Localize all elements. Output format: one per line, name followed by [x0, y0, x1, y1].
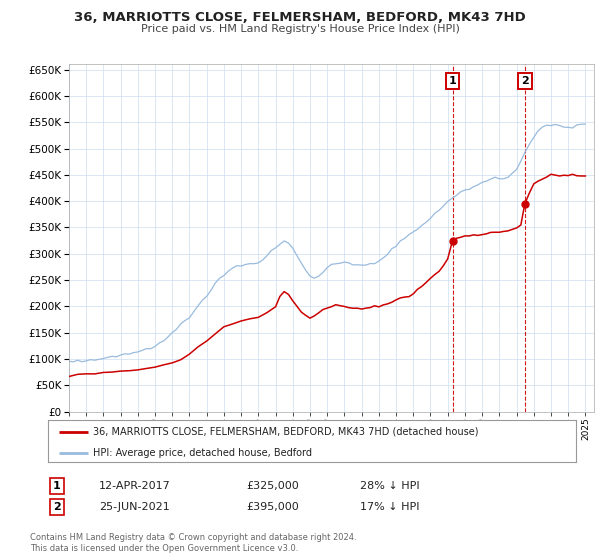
- Text: 12-APR-2017: 12-APR-2017: [99, 481, 171, 491]
- Text: 28% ↓ HPI: 28% ↓ HPI: [360, 481, 419, 491]
- Text: 2: 2: [53, 502, 61, 512]
- Text: This data is licensed under the Open Government Licence v3.0.: This data is licensed under the Open Gov…: [30, 544, 298, 553]
- Text: 36, MARRIOTTS CLOSE, FELMERSHAM, BEDFORD, MK43 7HD: 36, MARRIOTTS CLOSE, FELMERSHAM, BEDFORD…: [74, 11, 526, 24]
- Text: HPI: Average price, detached house, Bedford: HPI: Average price, detached house, Bedf…: [93, 448, 312, 458]
- Text: 2: 2: [521, 76, 529, 86]
- Text: 1: 1: [53, 481, 61, 491]
- Text: 36, MARRIOTTS CLOSE, FELMERSHAM, BEDFORD, MK43 7HD (detached house): 36, MARRIOTTS CLOSE, FELMERSHAM, BEDFORD…: [93, 427, 478, 437]
- Text: 1: 1: [449, 76, 457, 86]
- Text: £395,000: £395,000: [246, 502, 299, 512]
- Text: 25-JUN-2021: 25-JUN-2021: [99, 502, 170, 512]
- Text: 17% ↓ HPI: 17% ↓ HPI: [360, 502, 419, 512]
- Text: Price paid vs. HM Land Registry's House Price Index (HPI): Price paid vs. HM Land Registry's House …: [140, 24, 460, 34]
- Text: £325,000: £325,000: [246, 481, 299, 491]
- Text: Contains HM Land Registry data © Crown copyright and database right 2024.: Contains HM Land Registry data © Crown c…: [30, 533, 356, 542]
